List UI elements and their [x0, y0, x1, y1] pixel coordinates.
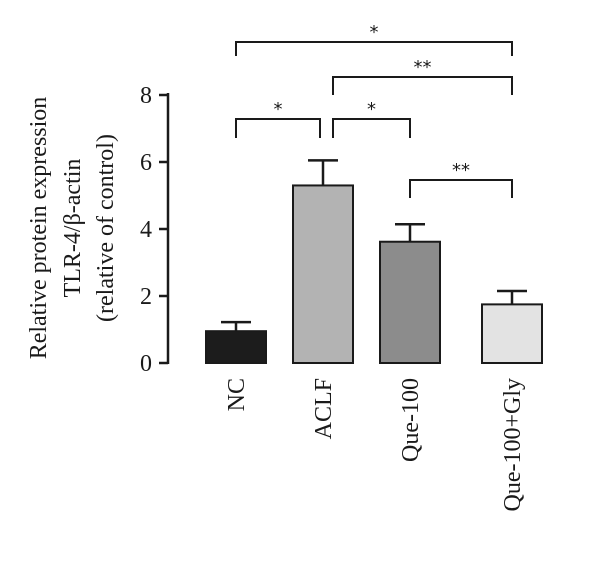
- bar: [292, 184, 354, 364]
- significance-brackets: **** ***: [235, 22, 513, 198]
- y-axis-label-line: (relative of control): [93, 134, 119, 322]
- x-category-label: Que-100: [398, 378, 424, 462]
- significance-label: *: [274, 99, 283, 120]
- x-category-label: NC: [224, 378, 250, 411]
- x-category-label: Que-100+Gly: [500, 378, 526, 512]
- bar: [481, 303, 543, 364]
- bars: [205, 159, 543, 364]
- significance-label: **: [414, 57, 432, 78]
- x-axis-labels: NC ACLF Que-100 Que-100+Gly: [224, 378, 526, 512]
- y-tick-label: 8: [140, 83, 152, 109]
- bar: [205, 330, 267, 364]
- y-tick-label: 2: [140, 284, 152, 310]
- y-axis: 0 2 4 6 8: [140, 83, 170, 377]
- y-axis-label-line: Relative protein expression: [26, 97, 52, 360]
- y-axis-label-line: TLR-4/β-actin: [60, 159, 86, 298]
- significance-bracket: [332, 118, 411, 138]
- significance-bracket: [409, 179, 513, 198]
- significance-bracket: [235, 118, 321, 138]
- x-category-label: ACLF: [311, 378, 337, 439]
- significance-bracket: [332, 76, 513, 95]
- y-tick-label: 4: [140, 217, 152, 243]
- significance-bracket: [235, 41, 513, 56]
- significance-label: **: [452, 160, 470, 181]
- y-axis-label: Relative protein expression TLR-4/β-actin…: [26, 97, 119, 360]
- y-tick-label: 0: [140, 351, 152, 377]
- significance-label: *: [370, 22, 379, 43]
- y-tick-label: 6: [140, 150, 152, 176]
- significance-label: *: [367, 99, 376, 120]
- bar: [379, 240, 441, 364]
